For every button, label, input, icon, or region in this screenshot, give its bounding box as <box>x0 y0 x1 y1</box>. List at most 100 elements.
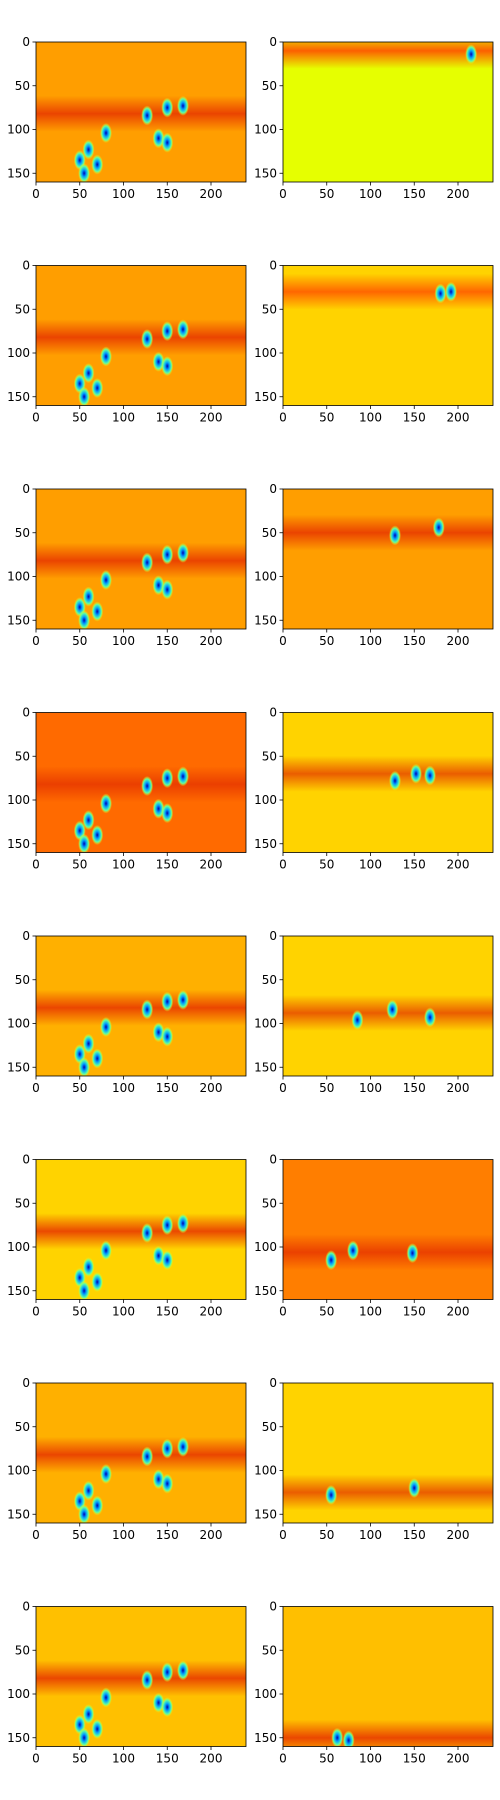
x-tick-label: 100 <box>112 1305 135 1319</box>
heatmap-blob <box>82 363 95 384</box>
x-tick-label: 50 <box>319 1528 334 1542</box>
axes-frame <box>35 488 247 630</box>
heatmap-blob <box>161 321 174 342</box>
heatmap-blob <box>161 97 174 118</box>
y-tick-label: 50 <box>262 79 277 93</box>
y-tick-label: 0 <box>22 929 30 943</box>
x-tick-label: 100 <box>112 1752 135 1766</box>
heatmap-blob <box>82 139 95 160</box>
y-tick-label: 50 <box>15 1196 30 1210</box>
y-tick-label: 150 <box>254 1284 277 1298</box>
heatmap-blob <box>161 579 174 600</box>
x-tick-label: 200 <box>200 634 223 648</box>
heatmap-panel-9: 0 50 100 150 200 0 50 100 150 <box>254 929 494 1095</box>
x-tick-label: 0 <box>279 1752 287 1766</box>
heatmap-blob <box>78 163 91 182</box>
heatmap-band <box>36 766 246 803</box>
heatmap-blob <box>406 1243 419 1264</box>
x-tick-label: 0 <box>32 1528 40 1542</box>
heatmap-blob <box>432 517 445 538</box>
heatmap-blob <box>389 525 401 546</box>
heatmap-blob <box>161 544 174 565</box>
x-tick-label: 150 <box>403 411 426 425</box>
x-tick-label: 200 <box>200 1305 223 1319</box>
heatmap-band <box>36 989 246 1026</box>
axes-frame <box>35 1382 247 1524</box>
heatmap-blob <box>91 825 104 845</box>
axes-frame <box>35 712 247 853</box>
heatmap-blob <box>100 1687 112 1708</box>
axes-frame <box>35 41 247 183</box>
y-tick-label: 150 <box>7 390 30 404</box>
heatmap-blob <box>82 586 95 607</box>
heatmap-blob <box>325 1250 338 1271</box>
heatmap-band <box>36 1213 246 1250</box>
x-tick-label: 150 <box>156 634 179 648</box>
y-tick-label: 100 <box>7 1240 30 1254</box>
axes-frame <box>282 1606 494 1747</box>
heatmap-blob <box>161 991 174 1012</box>
heatmap-blob <box>331 1727 344 1747</box>
heatmap-blob <box>161 1250 174 1271</box>
heatmap-blob <box>82 1704 95 1725</box>
y-tick-label: 50 <box>15 1420 30 1434</box>
heatmap-blob <box>91 1048 104 1069</box>
y-tick-label: 50 <box>262 973 277 987</box>
y-tick-label: 0 <box>269 482 277 496</box>
heatmap-panel-13: 0 50 100 150 200 0 50 100 150 <box>254 1376 494 1542</box>
heatmap-blob <box>100 346 112 367</box>
heatmap-blob <box>177 542 189 563</box>
heatmap-band <box>36 1436 246 1473</box>
x-tick-label: 150 <box>156 1752 179 1766</box>
x-tick-label: 200 <box>447 1752 470 1766</box>
x-tick-label: 50 <box>319 1081 334 1095</box>
y-tick-label: 100 <box>254 1464 277 1478</box>
heatmap-blob <box>141 552 154 573</box>
x-tick-label: 50 <box>72 411 87 425</box>
y-tick-label: 150 <box>7 613 30 627</box>
y-tick-label: 50 <box>262 1196 277 1210</box>
x-tick-label: 50 <box>319 1305 334 1319</box>
heatmap-blob <box>91 378 104 398</box>
y-tick-label: 50 <box>15 302 30 316</box>
axes-frame <box>282 1382 494 1524</box>
heatmap-blob <box>141 1670 154 1690</box>
x-tick-label: 0 <box>32 411 40 425</box>
x-tick-label: 50 <box>72 1305 87 1319</box>
x-tick-label: 0 <box>279 1528 287 1542</box>
heatmap-blob <box>141 776 154 796</box>
heatmap-blob <box>82 1257 95 1278</box>
heatmap-band <box>283 755 493 792</box>
y-tick-label: 0 <box>22 482 30 496</box>
y-tick-label: 0 <box>22 1600 30 1614</box>
axes-frame <box>282 488 494 630</box>
x-tick-label: 50 <box>72 858 87 872</box>
heatmap-panel-15: 0 50 100 150 200 0 50 100 150 <box>254 1600 494 1766</box>
x-tick-label: 50 <box>319 634 334 648</box>
heatmap-blob <box>424 765 436 786</box>
heatmap-blob <box>91 1495 104 1516</box>
x-tick-label: 200 <box>447 1081 470 1095</box>
x-tick-label: 200 <box>200 411 223 425</box>
y-tick-label: 0 <box>269 35 277 49</box>
heatmap-panel-12: 0 50 100 150 200 0 50 100 150 <box>7 1376 247 1542</box>
x-tick-label: 200 <box>200 858 223 872</box>
heatmap-blob <box>351 1010 364 1030</box>
y-tick-label: 0 <box>269 1600 277 1614</box>
heatmap-blob <box>410 763 422 784</box>
y-tick-label: 50 <box>262 302 277 316</box>
y-tick-label: 100 <box>7 1017 30 1031</box>
y-tick-label: 100 <box>7 346 30 360</box>
heatmap-background <box>283 1159 493 1300</box>
heatmap-panel-2: 0 50 100 150 200 0 50 100 150 <box>7 259 247 425</box>
x-tick-label: 50 <box>72 634 87 648</box>
heatmap-band <box>283 1234 493 1271</box>
heatmap-blob <box>78 386 91 406</box>
x-tick-label: 100 <box>359 1752 382 1766</box>
heatmap-blob <box>161 1438 174 1459</box>
y-tick-label: 50 <box>262 1420 277 1434</box>
heatmap-panel-0: 0 50 100 150 200 0 50 100 150 <box>7 35 247 201</box>
heatmap-blob <box>141 105 154 126</box>
heatmap-blob <box>91 601 104 622</box>
